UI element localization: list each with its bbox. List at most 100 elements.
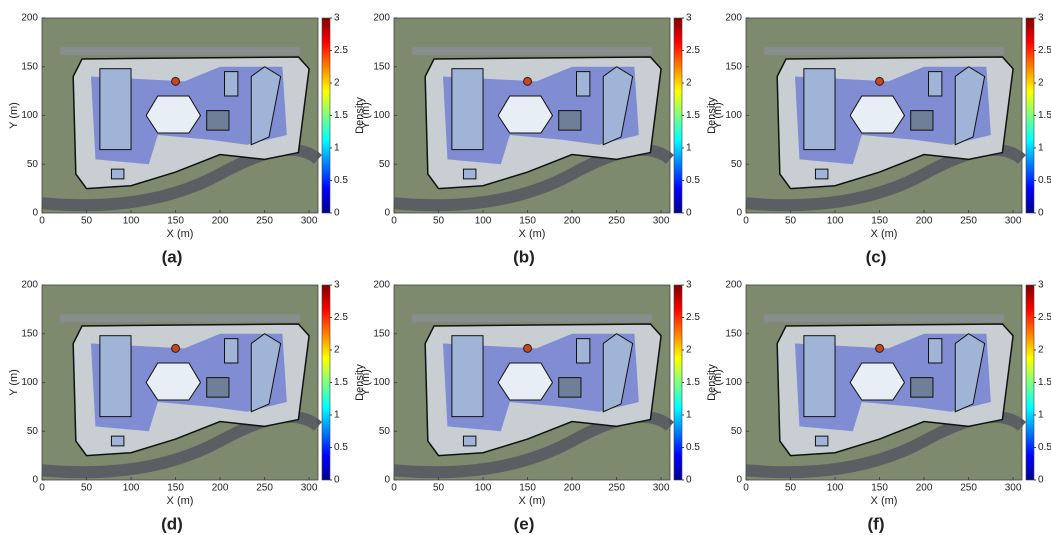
fountain <box>172 77 180 85</box>
x-tick-label: 100 <box>123 216 140 227</box>
y-tick-label: 150 <box>725 328 742 339</box>
building <box>498 96 552 133</box>
panel: 050100150200250300050100150200X (m)Y (m)… <box>360 13 718 267</box>
road-top <box>412 47 652 55</box>
y-tick-label: 0 <box>384 475 390 486</box>
colorbar-tick-label: 3 <box>686 280 692 291</box>
colorbar-tick-label: 3 <box>686 13 692 24</box>
panel-label: (d) <box>161 514 183 533</box>
building <box>577 339 590 363</box>
fountain <box>524 344 532 352</box>
building <box>804 336 835 417</box>
y-tick-label: 200 <box>21 280 38 291</box>
y-tick-label: 150 <box>21 61 38 72</box>
building <box>111 436 123 446</box>
y-tick-label: 150 <box>373 328 390 339</box>
building <box>804 69 835 150</box>
colorbar-tick-label: 0.5 <box>334 175 348 186</box>
x-tick-label: 250 <box>960 216 977 227</box>
colorbar-tick-label: 3 <box>1038 280 1044 291</box>
x-axis-label: X (m) <box>871 228 898 240</box>
y-tick-label: 50 <box>27 159 39 170</box>
x-tick-label: 100 <box>827 216 844 227</box>
road-top <box>412 314 652 322</box>
colorbar-tick-label: 2 <box>686 345 692 356</box>
y-tick-label: 100 <box>373 110 390 121</box>
y-axis-label: Y (m) <box>8 369 20 396</box>
fountain <box>876 344 884 352</box>
colorbar-tick-label: 3 <box>1038 13 1044 24</box>
colorbar-tick-label: 2.5 <box>686 45 700 56</box>
colorbar-tick-label: 0.5 <box>1038 175 1051 186</box>
building <box>207 111 229 131</box>
x-tick-label: 200 <box>564 216 581 227</box>
colorbar-tick-label: 1 <box>1038 143 1044 154</box>
x-axis-label: X (m) <box>519 228 546 240</box>
colorbar-tick-label: 0.5 <box>686 442 700 453</box>
panel: 050100150200250300050100150200X (m)Y (m)… <box>712 280 1051 534</box>
x-tick-label: 300 <box>301 216 318 227</box>
colorbar-tick-label: 1.5 <box>334 110 348 121</box>
road-top <box>764 314 1004 322</box>
y-tick-label: 50 <box>379 426 391 437</box>
x-tick-label: 200 <box>212 483 229 494</box>
building <box>100 336 131 417</box>
colorbar-tick-label: 2 <box>334 345 340 356</box>
building <box>111 169 123 179</box>
colorbar-tick-label: 0.5 <box>686 175 700 186</box>
building <box>929 72 942 96</box>
building <box>463 169 475 179</box>
x-tick-label: 50 <box>81 483 93 494</box>
fountain <box>524 77 532 85</box>
y-axis-label: Y (m) <box>360 102 372 129</box>
x-tick-label: 250 <box>608 216 625 227</box>
x-tick-label: 150 <box>871 483 888 494</box>
x-tick-label: 150 <box>167 216 184 227</box>
colorbar-tick-label: 2.5 <box>334 312 348 323</box>
colorbar <box>674 285 682 480</box>
y-tick-label: 200 <box>725 13 742 24</box>
x-tick-label: 50 <box>433 216 445 227</box>
colorbar-tick-label: 0 <box>334 208 340 219</box>
x-tick-label: 100 <box>475 216 492 227</box>
y-tick-label: 100 <box>725 110 742 121</box>
x-tick-label: 0 <box>39 483 45 494</box>
x-tick-label: 100 <box>475 483 492 494</box>
colorbar-tick-label: 1.5 <box>1038 110 1051 121</box>
panel-label: (e) <box>514 514 535 533</box>
y-tick-label: 50 <box>731 426 743 437</box>
y-tick-label: 200 <box>725 280 742 291</box>
y-tick-label: 150 <box>725 61 742 72</box>
y-tick-label: 100 <box>21 110 38 121</box>
building <box>559 378 581 398</box>
y-tick-label: 0 <box>736 475 742 486</box>
colorbar-tick-label: 0 <box>686 208 692 219</box>
road-top <box>60 47 300 55</box>
panel-label: (b) <box>513 247 535 266</box>
colorbar-tick-label: 0 <box>686 475 692 486</box>
colorbar-tick-label: 1 <box>1038 410 1044 421</box>
x-tick-label: 200 <box>916 216 933 227</box>
x-tick-label: 0 <box>743 483 749 494</box>
colorbar-tick-label: 2 <box>334 78 340 89</box>
x-tick-label: 0 <box>391 216 397 227</box>
y-tick-label: 0 <box>736 208 742 219</box>
x-tick-label: 250 <box>608 483 625 494</box>
colorbar-tick-label: 1 <box>334 143 340 154</box>
x-tick-label: 100 <box>123 483 140 494</box>
building <box>815 169 827 179</box>
figure: 050100150200250300050100150200X (m)Y (m)… <box>0 0 1051 535</box>
y-axis-label: Y (m) <box>712 369 724 396</box>
colorbar-tick-label: 2 <box>686 78 692 89</box>
x-tick-label: 50 <box>785 216 797 227</box>
colorbar-tick-label: 0 <box>1038 475 1044 486</box>
colorbar <box>322 285 330 480</box>
building <box>225 72 238 96</box>
colorbar-tick-label: 2 <box>1038 78 1044 89</box>
x-tick-label: 0 <box>39 216 45 227</box>
y-tick-label: 100 <box>21 377 38 388</box>
colorbar-tick-label: 2.5 <box>686 312 700 323</box>
panel-label: (a) <box>162 247 183 266</box>
building <box>100 69 131 150</box>
